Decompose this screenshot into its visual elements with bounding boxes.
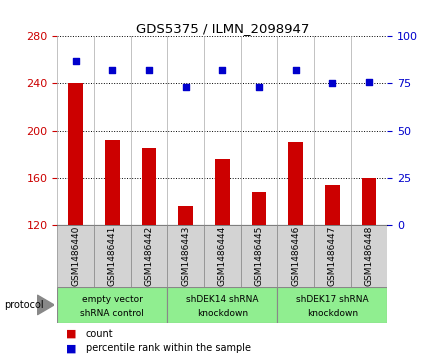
Text: GSM1486443: GSM1486443 bbox=[181, 226, 190, 286]
Text: GSM1486448: GSM1486448 bbox=[364, 226, 374, 286]
Text: empty vector: empty vector bbox=[82, 295, 143, 304]
Bar bbox=[167, 287, 277, 323]
Bar bbox=[351, 225, 387, 287]
Bar bbox=[362, 178, 376, 225]
Text: shDEK14 shRNA: shDEK14 shRNA bbox=[186, 295, 258, 304]
Polygon shape bbox=[37, 295, 54, 315]
Text: GSM1486441: GSM1486441 bbox=[108, 226, 117, 286]
Text: percentile rank within the sample: percentile rank within the sample bbox=[86, 343, 251, 354]
Point bbox=[109, 68, 116, 73]
Text: GSM1486444: GSM1486444 bbox=[218, 226, 227, 286]
Point bbox=[145, 68, 152, 73]
Text: protocol: protocol bbox=[4, 300, 44, 310]
Text: GSM1486445: GSM1486445 bbox=[254, 226, 264, 286]
Text: GSM1486442: GSM1486442 bbox=[144, 226, 154, 286]
Text: GSM1486446: GSM1486446 bbox=[291, 226, 300, 286]
Bar bbox=[252, 192, 266, 225]
Bar bbox=[68, 83, 83, 225]
Bar bbox=[204, 225, 241, 287]
Bar bbox=[288, 142, 303, 225]
Text: ■: ■ bbox=[66, 343, 77, 354]
Point bbox=[182, 84, 189, 90]
Point bbox=[329, 81, 336, 86]
Point bbox=[292, 68, 299, 73]
Bar bbox=[215, 159, 230, 225]
Point bbox=[72, 58, 79, 64]
Title: GDS5375 / ILMN_2098947: GDS5375 / ILMN_2098947 bbox=[136, 22, 309, 35]
Text: count: count bbox=[86, 329, 114, 339]
Text: knockdown: knockdown bbox=[197, 310, 248, 318]
Point bbox=[365, 79, 372, 85]
Text: ■: ■ bbox=[66, 329, 77, 339]
Bar bbox=[178, 206, 193, 225]
Text: shDEK17 shRNA: shDEK17 shRNA bbox=[296, 295, 369, 304]
Bar bbox=[142, 148, 156, 225]
Text: GSM1486447: GSM1486447 bbox=[328, 226, 337, 286]
Bar bbox=[241, 225, 277, 287]
Bar bbox=[57, 287, 167, 323]
Bar bbox=[105, 140, 120, 225]
Point bbox=[255, 84, 262, 90]
Point bbox=[219, 68, 226, 73]
Bar bbox=[94, 225, 131, 287]
Bar bbox=[277, 225, 314, 287]
Text: shRNA control: shRNA control bbox=[80, 310, 144, 318]
Bar bbox=[325, 185, 340, 225]
Bar bbox=[314, 225, 351, 287]
Text: knockdown: knockdown bbox=[307, 310, 358, 318]
Text: GSM1486440: GSM1486440 bbox=[71, 226, 80, 286]
Bar bbox=[167, 225, 204, 287]
Bar bbox=[57, 225, 94, 287]
Bar bbox=[131, 225, 167, 287]
Bar bbox=[277, 287, 387, 323]
